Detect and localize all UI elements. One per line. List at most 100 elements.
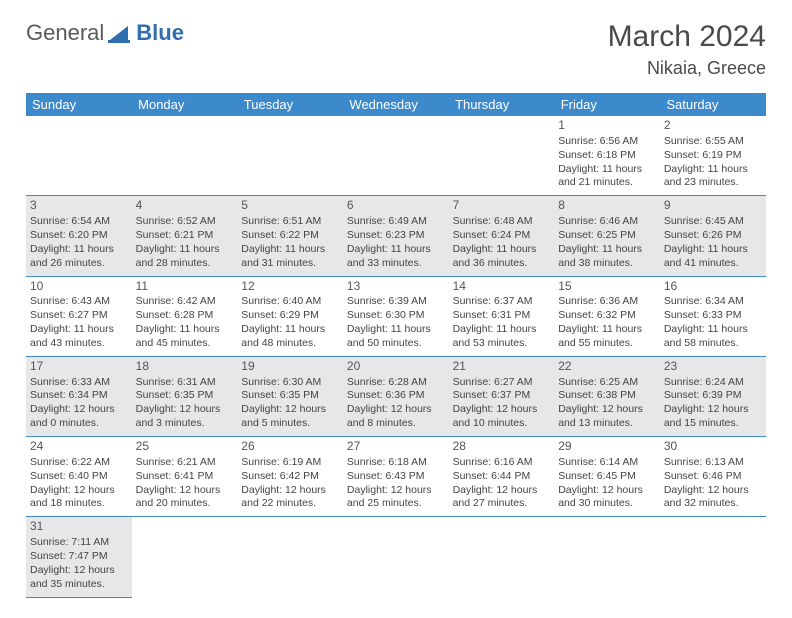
sunrise-text: Sunrise: 6:42 AM [136, 295, 234, 309]
location: Nikaia, Greece [608, 58, 766, 79]
daylight-text: Daylight: 12 hours and 20 minutes. [136, 484, 234, 512]
calendar-day: 26Sunrise: 6:19 AMSunset: 6:42 PMDayligh… [237, 437, 343, 517]
daylight-text: Daylight: 11 hours and 21 minutes. [558, 163, 656, 191]
sunset-text: Sunset: 6:18 PM [558, 149, 656, 163]
daylight-text: Daylight: 12 hours and 22 minutes. [241, 484, 339, 512]
day-number: 29 [558, 439, 656, 455]
daylight-text: Daylight: 12 hours and 30 minutes. [558, 484, 656, 512]
calendar-body: 1Sunrise: 6:56 AMSunset: 6:18 PMDaylight… [26, 116, 766, 597]
calendar-day: 18Sunrise: 6:31 AMSunset: 6:35 PMDayligh… [132, 356, 238, 436]
calendar-day: 13Sunrise: 6:39 AMSunset: 6:30 PMDayligh… [343, 276, 449, 356]
calendar-week: 3Sunrise: 6:54 AMSunset: 6:20 PMDaylight… [26, 196, 766, 276]
sunset-text: Sunset: 6:44 PM [453, 470, 551, 484]
daylight-text: Daylight: 12 hours and 10 minutes. [453, 403, 551, 431]
daylight-text: Daylight: 11 hours and 28 minutes. [136, 243, 234, 271]
day-number: 28 [453, 439, 551, 455]
sunrise-text: Sunrise: 6:36 AM [558, 295, 656, 309]
sunset-text: Sunset: 6:40 PM [30, 470, 128, 484]
sunset-text: Sunset: 6:23 PM [347, 229, 445, 243]
day-number: 23 [664, 359, 762, 375]
sunrise-text: Sunrise: 6:43 AM [30, 295, 128, 309]
sunrise-text: Sunrise: 6:19 AM [241, 456, 339, 470]
calendar-week: 24Sunrise: 6:22 AMSunset: 6:40 PMDayligh… [26, 437, 766, 517]
calendar-week: 10Sunrise: 6:43 AMSunset: 6:27 PMDayligh… [26, 276, 766, 356]
daylight-text: Daylight: 12 hours and 18 minutes. [30, 484, 128, 512]
sunset-text: Sunset: 6:42 PM [241, 470, 339, 484]
sunset-text: Sunset: 6:32 PM [558, 309, 656, 323]
day-number: 19 [241, 359, 339, 375]
sunset-text: Sunset: 6:25 PM [558, 229, 656, 243]
calendar-day: 2Sunrise: 6:55 AMSunset: 6:19 PMDaylight… [660, 116, 766, 196]
day-header: Sunday [26, 93, 132, 116]
day-number: 1 [558, 118, 656, 134]
daylight-text: Daylight: 11 hours and 43 minutes. [30, 323, 128, 351]
calendar-day: 30Sunrise: 6:13 AMSunset: 6:46 PMDayligh… [660, 437, 766, 517]
day-number: 24 [30, 439, 128, 455]
calendar-day: 20Sunrise: 6:28 AMSunset: 6:36 PMDayligh… [343, 356, 449, 436]
calendar-day: 29Sunrise: 6:14 AMSunset: 6:45 PMDayligh… [554, 437, 660, 517]
day-number: 12 [241, 279, 339, 295]
calendar-day: 24Sunrise: 6:22 AMSunset: 6:40 PMDayligh… [26, 437, 132, 517]
day-number: 3 [30, 198, 128, 214]
sunrise-text: Sunrise: 6:54 AM [30, 215, 128, 229]
day-header-row: SundayMondayTuesdayWednesdayThursdayFrid… [26, 93, 766, 116]
calendar-day [554, 517, 660, 597]
day-number: 26 [241, 439, 339, 455]
sunset-text: Sunset: 6:38 PM [558, 389, 656, 403]
sunset-text: Sunset: 6:43 PM [347, 470, 445, 484]
sunrise-text: Sunrise: 6:18 AM [347, 456, 445, 470]
daylight-text: Daylight: 11 hours and 31 minutes. [241, 243, 339, 271]
day-number: 22 [558, 359, 656, 375]
daylight-text: Daylight: 11 hours and 45 minutes. [136, 323, 234, 351]
brand-part2: Blue [136, 20, 184, 46]
day-number: 8 [558, 198, 656, 214]
sunrise-text: Sunrise: 6:21 AM [136, 456, 234, 470]
day-number: 27 [347, 439, 445, 455]
sunrise-text: Sunrise: 6:39 AM [347, 295, 445, 309]
calendar-head: SundayMondayTuesdayWednesdayThursdayFrid… [26, 93, 766, 116]
calendar-day: 12Sunrise: 6:40 AMSunset: 6:29 PMDayligh… [237, 276, 343, 356]
daylight-text: Daylight: 12 hours and 35 minutes. [30, 564, 128, 592]
sunset-text: Sunset: 6:41 PM [136, 470, 234, 484]
header: General Blue March 2024 Nikaia, Greece [26, 20, 766, 79]
calendar-week: 1Sunrise: 6:56 AMSunset: 6:18 PMDaylight… [26, 116, 766, 196]
calendar-day: 8Sunrise: 6:46 AMSunset: 6:25 PMDaylight… [554, 196, 660, 276]
calendar-day: 1Sunrise: 6:56 AMSunset: 6:18 PMDaylight… [554, 116, 660, 196]
sunset-text: Sunset: 6:33 PM [664, 309, 762, 323]
calendar-day: 23Sunrise: 6:24 AMSunset: 6:39 PMDayligh… [660, 356, 766, 436]
brand-part1: General [26, 20, 104, 46]
sunrise-text: Sunrise: 6:24 AM [664, 376, 762, 390]
sunset-text: Sunset: 6:19 PM [664, 149, 762, 163]
day-number: 20 [347, 359, 445, 375]
daylight-text: Daylight: 11 hours and 26 minutes. [30, 243, 128, 271]
daylight-text: Daylight: 11 hours and 38 minutes. [558, 243, 656, 271]
calendar-day: 15Sunrise: 6:36 AMSunset: 6:32 PMDayligh… [554, 276, 660, 356]
sunrise-text: Sunrise: 6:16 AM [453, 456, 551, 470]
sunset-text: Sunset: 6:26 PM [664, 229, 762, 243]
calendar-day [343, 517, 449, 597]
sunrise-text: Sunrise: 6:14 AM [558, 456, 656, 470]
sunrise-text: Sunrise: 6:34 AM [664, 295, 762, 309]
day-number: 30 [664, 439, 762, 455]
calendar-day: 28Sunrise: 6:16 AMSunset: 6:44 PMDayligh… [449, 437, 555, 517]
sunrise-text: Sunrise: 6:55 AM [664, 135, 762, 149]
daylight-text: Daylight: 11 hours and 36 minutes. [453, 243, 551, 271]
sunrise-text: Sunrise: 6:13 AM [664, 456, 762, 470]
day-number: 5 [241, 198, 339, 214]
calendar-day [660, 517, 766, 597]
calendar-day: 19Sunrise: 6:30 AMSunset: 6:35 PMDayligh… [237, 356, 343, 436]
daylight-text: Daylight: 11 hours and 23 minutes. [664, 163, 762, 191]
calendar-day [237, 116, 343, 196]
sunrise-text: Sunrise: 6:25 AM [558, 376, 656, 390]
daylight-text: Daylight: 12 hours and 15 minutes. [664, 403, 762, 431]
daylight-text: Daylight: 12 hours and 25 minutes. [347, 484, 445, 512]
calendar-day: 21Sunrise: 6:27 AMSunset: 6:37 PMDayligh… [449, 356, 555, 436]
sunset-text: Sunset: 6:27 PM [30, 309, 128, 323]
month-title: March 2024 [608, 20, 766, 54]
daylight-text: Daylight: 11 hours and 58 minutes. [664, 323, 762, 351]
day-header: Wednesday [343, 93, 449, 116]
day-number: 21 [453, 359, 551, 375]
sunrise-text: Sunrise: 6:48 AM [453, 215, 551, 229]
daylight-text: Daylight: 11 hours and 48 minutes. [241, 323, 339, 351]
day-number: 6 [347, 198, 445, 214]
